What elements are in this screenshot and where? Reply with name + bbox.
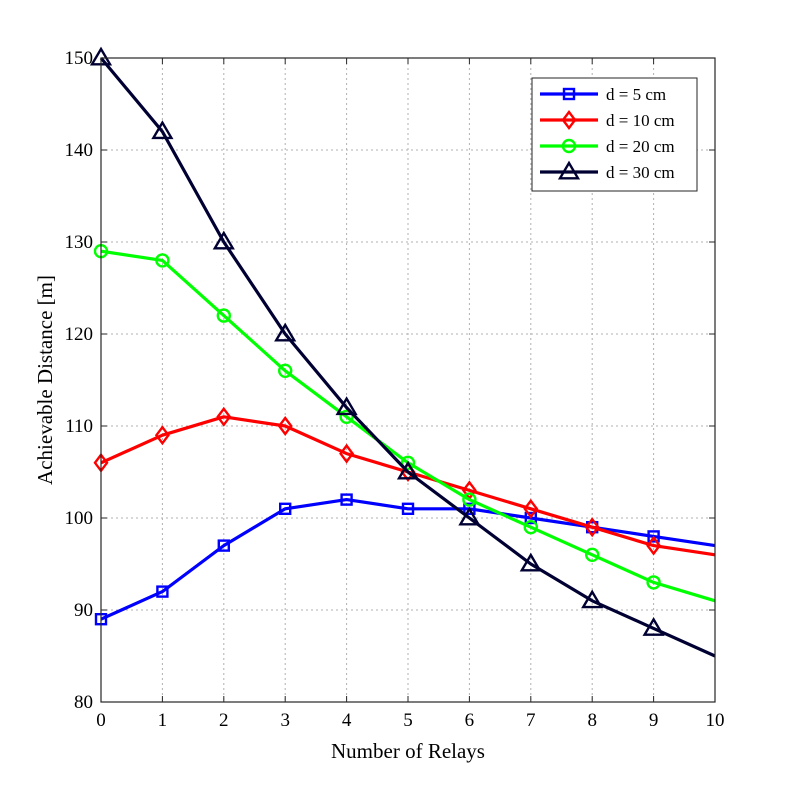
data-point	[156, 585, 169, 598]
y-axis-title: Achievable Distance [m]	[33, 275, 57, 485]
x-tick-label: 7	[526, 710, 536, 731]
legend: d = 5 cm d = 10 cm d = 20 cm d = 30 cm	[531, 77, 698, 192]
legend-marker	[561, 138, 577, 154]
data-point	[519, 552, 542, 572]
data-point	[401, 502, 415, 515]
x-tick-label: 1	[158, 710, 168, 731]
legend-label: d = 20 cm	[606, 137, 675, 156]
legend-marker	[561, 110, 577, 130]
data-point	[151, 120, 174, 140]
data-point	[585, 547, 600, 562]
data-point	[216, 406, 232, 427]
x-tick-label: 2	[219, 710, 229, 731]
data-point	[217, 539, 231, 552]
x-tick-label: 6	[465, 710, 475, 731]
data-point	[647, 530, 660, 543]
legend-marker	[562, 87, 576, 101]
data-point	[646, 575, 661, 590]
x-tick-label: 9	[649, 710, 659, 731]
legend-item: d = 30 cm	[540, 160, 675, 182]
data-point	[274, 322, 297, 342]
y-tick-label: 130	[65, 232, 94, 253]
data-point	[462, 492, 477, 507]
series-layer	[89, 46, 716, 658]
data-point	[279, 502, 292, 515]
data-point	[646, 535, 662, 556]
legend-label: d = 5 cm	[606, 85, 666, 104]
data-point	[642, 617, 665, 636]
legend-marker	[557, 160, 581, 180]
data-point	[216, 308, 232, 323]
x-tick-label: 8	[587, 710, 597, 731]
y-tick-label: 140	[65, 140, 94, 161]
x-tick-label: 4	[342, 710, 352, 731]
series-line	[100, 498, 716, 621]
y-tick-label: 100	[65, 508, 94, 529]
axis-ticks: 0 1 2 3 4 5 6 7 8 9 10 80 90 100 110 120 130 140 150	[65, 48, 725, 731]
y-tick-label: 150	[65, 48, 94, 69]
legend-item: d = 20 cm	[540, 137, 675, 156]
x-axis-title: Number of Relays	[331, 739, 485, 763]
data-point	[458, 506, 481, 526]
y-tick-label: 80	[74, 692, 93, 713]
legend-item: d = 5 cm	[540, 85, 666, 104]
data-point	[335, 396, 358, 416]
x-tick-label: 3	[280, 710, 290, 731]
data-point	[212, 230, 235, 250]
x-tick-label: 5	[403, 710, 413, 731]
data-point	[463, 502, 476, 515]
data-point	[277, 416, 293, 436]
data-point	[154, 425, 170, 446]
data-point	[339, 409, 354, 424]
data-point	[584, 517, 600, 538]
data-point	[524, 511, 537, 525]
legend-label: d = 10 cm	[606, 111, 675, 130]
data-point	[396, 460, 420, 480]
data-point	[155, 253, 170, 268]
y-tick-label: 110	[65, 416, 93, 437]
x-tick-label: 10	[706, 710, 725, 731]
y-tick-label: 90	[74, 600, 93, 621]
legend-item: d = 10 cm	[540, 110, 675, 130]
series-line	[99, 56, 716, 658]
legend-label: d = 30 cm	[606, 163, 675, 182]
y-tick-label: 120	[65, 324, 94, 345]
data-point	[339, 443, 355, 464]
data-point	[523, 520, 538, 535]
data-point	[340, 493, 353, 506]
data-point	[400, 455, 416, 470]
x-tick-label: 0	[96, 710, 106, 731]
data-point	[523, 498, 539, 519]
series-4	[89, 46, 716, 658]
data-point	[581, 589, 604, 609]
data-point	[278, 363, 293, 378]
